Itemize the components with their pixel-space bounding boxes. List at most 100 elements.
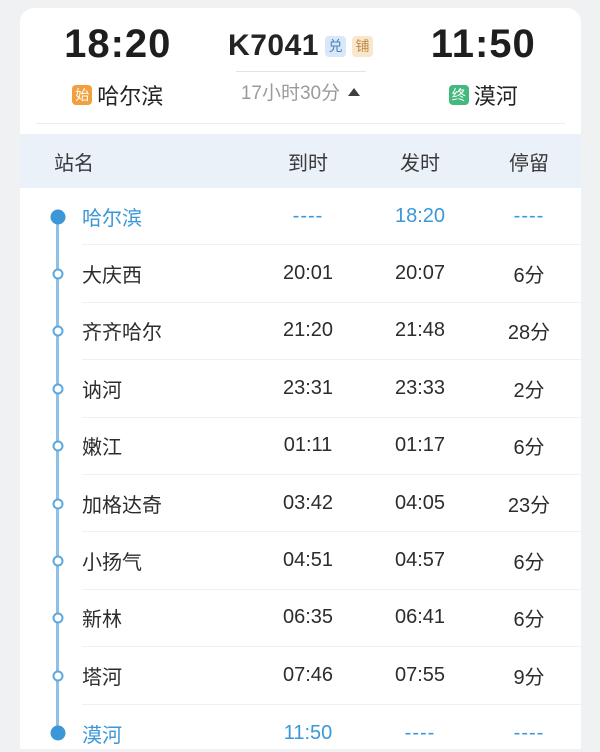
arrive-time: 06:35: [282, 606, 334, 629]
stop-duration: 6分: [513, 609, 545, 632]
column-header-depart: 发时: [400, 152, 440, 175]
station-name: 大庆西: [82, 265, 142, 288]
timeline-dot-icon: [52, 440, 64, 452]
stop-duration: 6分: [513, 437, 545, 460]
stop-duration: 9分: [513, 666, 545, 689]
table-row[interactable]: 讷河 23:31 23:33 2分: [20, 360, 581, 418]
station-name: 哈尔滨: [82, 207, 142, 230]
table-row[interactable]: 新林 06:35 06:41 6分: [20, 590, 581, 648]
timeline-cell: [20, 360, 82, 417]
departure-time: 18:20: [64, 22, 172, 66]
stop-duration: 2分: [513, 379, 545, 402]
sleeper-badge: 铺: [351, 35, 373, 57]
timeline-dot-icon: [50, 725, 66, 741]
arrive-time: 21:20: [282, 319, 334, 342]
header: 18:20 始 哈尔滨 K7041 兑 铺 17小时30分 11:50 终 漠河: [20, 8, 581, 111]
table-row[interactable]: 漠河 11:50 ---- ----: [20, 705, 581, 749]
train-detail-card: 18:20 始 哈尔滨 K7041 兑 铺 17小时30分 11:50 终 漠河: [20, 8, 581, 749]
duration-divider: [235, 71, 366, 72]
depart-time: 04:57: [394, 549, 446, 572]
column-header-station: 站名: [54, 152, 94, 175]
origin-badge: 始: [72, 85, 93, 105]
station-name: 讷河: [82, 379, 122, 402]
stop-duration: 6分: [513, 265, 545, 288]
timeline-cell: [20, 418, 82, 475]
exchange-badge: 兑: [324, 35, 346, 57]
timeline-cell: [20, 188, 82, 245]
triangle-up-icon: [348, 87, 361, 96]
depart-time: 07:55: [394, 663, 446, 686]
table-row[interactable]: 加格达奇 03:42 04:05 23分: [20, 475, 581, 533]
row-body: 新林 06:35 06:41 6分: [82, 590, 581, 648]
timeline-line: [56, 217, 59, 734]
arrive-time: 11:50: [283, 721, 333, 744]
depart-time: 21:48: [394, 319, 446, 342]
destination-station-name: 漠河: [473, 84, 518, 109]
table-row[interactable]: 塔河 07:46 07:55 9分: [20, 647, 581, 705]
row-body: 讷河 23:31 23:33 2分: [82, 360, 581, 418]
timeline-cell: [20, 532, 82, 589]
station-name: 齐齐哈尔: [82, 322, 162, 345]
arrive-time: 23:31: [282, 376, 334, 399]
depart-time: 06:41: [394, 606, 446, 629]
table-row[interactable]: 嫩江 01:11 01:17 6分: [20, 418, 581, 475]
arrival-time: 11:50: [430, 22, 536, 66]
row-body: 漠河 11:50 ---- ----: [82, 705, 581, 749]
timeline-dot-icon: [52, 555, 64, 567]
arrive-time: 01:11: [283, 434, 333, 457]
row-body: 加格达奇 03:42 04:05 23分: [82, 475, 581, 533]
origin-station-name: 哈尔滨: [97, 84, 164, 109]
station-name: 漠河: [82, 724, 122, 747]
terminal-badge: 终: [448, 85, 469, 105]
timeline-dot-icon: [52, 325, 64, 337]
train-number-row: K7041 兑 铺: [228, 29, 373, 63]
column-header-arrive: 到时: [288, 152, 328, 175]
depart-time: 20:07: [394, 262, 446, 285]
row-body: 齐齐哈尔 21:20 21:48 28分: [82, 303, 581, 361]
table-header: 站名 到时 发时 停留: [20, 134, 581, 188]
timeline-dot-icon: [52, 383, 64, 395]
destination-station-row: 终 漠河: [448, 79, 518, 111]
origin-block: 18:20 始 哈尔滨: [30, 22, 206, 111]
destination-block: 11:50 终 漠河: [396, 22, 572, 111]
depart-time: 23:33: [394, 376, 446, 399]
stop-duration: ----: [513, 721, 545, 744]
timeline-dot-icon: [52, 612, 64, 624]
station-name: 塔河: [82, 666, 122, 689]
timeline-cell: [20, 705, 82, 749]
table-row[interactable]: 哈尔滨 ---- 18:20 ----: [20, 188, 581, 246]
duration-text: 17小时30分: [240, 83, 341, 104]
stop-duration: 23分: [507, 494, 551, 517]
row-body: 哈尔滨 ---- 18:20 ----: [82, 188, 581, 246]
station-name: 嫩江: [82, 437, 122, 460]
depart-time: ----: [404, 721, 436, 744]
timeline-dot-icon: [52, 670, 64, 682]
train-number: K7041: [228, 29, 319, 62]
column-header-stop: 停留: [509, 152, 549, 175]
header-separator: [36, 123, 565, 124]
timeline-dot-icon: [52, 498, 64, 510]
timeline-cell: [20, 590, 82, 647]
timeline-cell: [20, 475, 82, 532]
table-row[interactable]: 齐齐哈尔 21:20 21:48 28分: [20, 303, 581, 361]
arrive-time: ----: [292, 204, 324, 227]
arrive-time: 07:46: [282, 663, 334, 686]
timeline-cell: [20, 303, 82, 360]
station-name: 小扬气: [82, 552, 142, 575]
stop-duration: 6分: [513, 552, 545, 575]
station-list: 哈尔滨 ---- 18:20 ---- 大庆西 20:01 20:07 6分 齐…: [20, 188, 581, 749]
arrive-time: 04:51: [282, 549, 334, 572]
station-name: 新林: [82, 609, 122, 632]
row-body: 小扬气 04:51 04:57 6分: [82, 532, 581, 590]
origin-station-row: 始 哈尔滨: [72, 79, 163, 111]
arrive-time: 20:01: [282, 262, 334, 285]
timeline-dot-icon: [52, 268, 64, 280]
table-row[interactable]: 大庆西 20:01 20:07 6分: [20, 245, 581, 303]
duration-collapse-toggle[interactable]: 17小时30分: [240, 78, 361, 105]
table-row[interactable]: 小扬气 04:51 04:57 6分: [20, 532, 581, 590]
stop-duration: ----: [513, 204, 545, 227]
train-block: K7041 兑 铺 17小时30分: [206, 22, 396, 111]
timeline-cell: [20, 245, 82, 302]
timeline-dot-icon: [50, 209, 66, 225]
row-body: 嫩江 01:11 01:17 6分: [82, 418, 581, 475]
